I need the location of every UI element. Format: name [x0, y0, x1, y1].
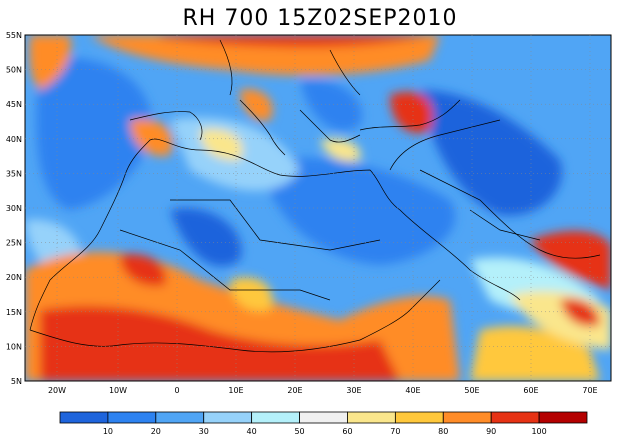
lat-labels: 55N 50N 45N 40N 35N 30N 25N 20N 15N 10N … [6, 31, 22, 386]
lat-label: 55N [6, 31, 22, 40]
lon-labels: 20W 10W 0 10E 20E 30E 40E 50E 60E 70E [48, 386, 598, 395]
colorbar-swatch [155, 411, 205, 424]
lat-label: 25N [6, 239, 22, 248]
lon-label: 60E [523, 386, 538, 395]
lon-label: 20E [287, 386, 302, 395]
colorbar-swatch [490, 411, 540, 424]
colorbar-swatch [107, 411, 157, 424]
colorbar-swatch [299, 411, 348, 424]
colorbar-label: 30 [199, 427, 209, 436]
humidity-field [25, 35, 611, 381]
colorbar-swatch [538, 411, 588, 424]
lon-label: 10W [109, 386, 127, 395]
colorbar-swatch [59, 411, 109, 424]
lat-label: 50N [6, 66, 22, 75]
colorbar-label: 60 [342, 427, 352, 436]
colorbar-label: 100 [531, 427, 546, 436]
lon-label: 50E [464, 386, 479, 395]
map-title: RH 700 15Z02SEP2010 [182, 6, 458, 31]
lat-label: 10N [6, 342, 22, 351]
colorbar-label: 10 [103, 427, 113, 436]
lat-label: 40N [6, 135, 22, 144]
lon-label: 70E [582, 386, 597, 395]
lat-label: 15N [6, 308, 22, 317]
lon-label: 40E [405, 386, 420, 395]
colorbar-swatch [203, 411, 253, 424]
lon-label: 10E [228, 386, 243, 395]
lat-label: 20N [6, 273, 22, 282]
gridlines [25, 35, 611, 381]
colorbar-label: 80 [438, 427, 448, 436]
lat-label: 5N [11, 377, 22, 386]
lon-label: 0 [174, 386, 179, 395]
colorbar-label: 20 [151, 427, 161, 436]
colorbar-label: 70 [390, 427, 400, 436]
lon-label: 30E [346, 386, 361, 395]
lat-label: 35N [6, 169, 22, 178]
lat-label: 30N [6, 204, 22, 213]
colorbar-swatch [251, 411, 300, 424]
colorbar-swatch [442, 411, 492, 424]
colorbar-label: 50 [294, 427, 304, 436]
colorbar-label: 40 [247, 427, 257, 436]
colorbar-swatch [347, 411, 396, 424]
coastlines [29, 39, 601, 353]
colorbar-label: 90 [486, 427, 496, 436]
colorbar-swatch [394, 411, 444, 424]
lon-label: 20W [48, 386, 66, 395]
lat-label: 45N [6, 100, 22, 109]
colorbar: 10 20 30 40 50 60 70 80 90 100 [59, 411, 588, 436]
